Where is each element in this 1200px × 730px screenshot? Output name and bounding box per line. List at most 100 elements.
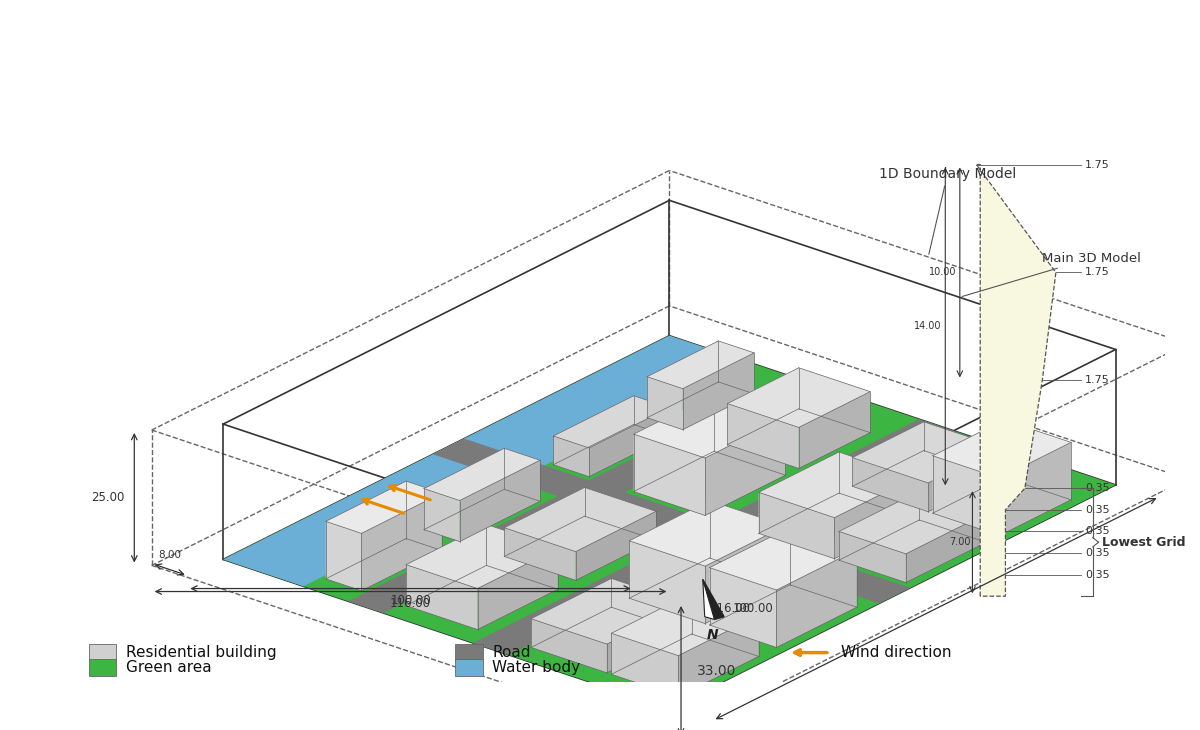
Polygon shape <box>424 448 540 501</box>
Polygon shape <box>607 604 688 673</box>
Polygon shape <box>406 565 478 629</box>
Polygon shape <box>325 521 361 591</box>
Text: 116.00: 116.00 <box>710 602 751 615</box>
Polygon shape <box>647 377 683 430</box>
Polygon shape <box>629 541 706 623</box>
Polygon shape <box>629 501 786 566</box>
Polygon shape <box>553 396 670 448</box>
Text: 1.75: 1.75 <box>1085 267 1110 277</box>
Text: 100.00: 100.00 <box>732 602 773 615</box>
Polygon shape <box>647 341 754 388</box>
Polygon shape <box>504 488 656 552</box>
Polygon shape <box>504 528 576 580</box>
Polygon shape <box>776 550 857 648</box>
Polygon shape <box>532 619 607 673</box>
Text: 1.75: 1.75 <box>1085 160 1110 169</box>
Polygon shape <box>906 514 986 583</box>
Polygon shape <box>532 578 688 644</box>
Polygon shape <box>706 526 786 623</box>
Polygon shape <box>223 336 750 586</box>
Text: 25.00: 25.00 <box>91 491 125 504</box>
Polygon shape <box>460 460 540 542</box>
Polygon shape <box>634 394 786 458</box>
Polygon shape <box>629 501 786 566</box>
Polygon shape <box>1000 442 1072 536</box>
Polygon shape <box>727 368 870 428</box>
Text: 10.00: 10.00 <box>930 267 956 277</box>
Text: 1D Boundary Model: 1D Boundary Model <box>878 166 1016 254</box>
Polygon shape <box>424 488 460 542</box>
Polygon shape <box>478 548 558 629</box>
Polygon shape <box>758 452 914 518</box>
Polygon shape <box>727 404 799 469</box>
Text: 1.75: 1.75 <box>1085 375 1110 385</box>
Polygon shape <box>929 447 1000 512</box>
Polygon shape <box>406 524 558 588</box>
Text: Water body: Water body <box>492 660 581 675</box>
Text: Lowest Grid: Lowest Grid <box>1103 536 1186 549</box>
Text: Green area: Green area <box>126 660 211 675</box>
Text: Wind direction: Wind direction <box>841 645 952 660</box>
Text: 14.00: 14.00 <box>914 321 941 331</box>
Polygon shape <box>703 580 714 620</box>
Polygon shape <box>361 493 442 591</box>
Polygon shape <box>839 491 986 554</box>
Text: Residential building: Residential building <box>126 645 276 660</box>
Polygon shape <box>709 568 776 648</box>
Bar <box>89 644 116 661</box>
Text: 0.35: 0.35 <box>1085 569 1110 580</box>
Polygon shape <box>932 420 1072 478</box>
Polygon shape <box>473 419 955 655</box>
Text: 116.00: 116.00 <box>390 597 431 610</box>
Polygon shape <box>683 353 754 430</box>
Polygon shape <box>348 377 830 613</box>
Polygon shape <box>553 396 670 448</box>
Polygon shape <box>223 336 1116 709</box>
Polygon shape <box>325 481 442 534</box>
Polygon shape <box>932 456 1000 536</box>
Polygon shape <box>433 439 911 604</box>
Text: 100.00: 100.00 <box>390 594 431 607</box>
Polygon shape <box>611 634 678 696</box>
Polygon shape <box>634 434 706 515</box>
Text: 0.35: 0.35 <box>1085 483 1110 493</box>
Polygon shape <box>406 524 558 588</box>
Polygon shape <box>758 452 914 518</box>
Polygon shape <box>709 527 857 590</box>
Polygon shape <box>706 418 786 515</box>
Polygon shape <box>758 492 834 558</box>
Polygon shape <box>647 341 754 388</box>
Text: 33.00: 33.00 <box>696 664 736 677</box>
Text: Road: Road <box>492 645 530 660</box>
Bar <box>455 644 482 661</box>
Polygon shape <box>799 391 870 469</box>
Polygon shape <box>977 164 1056 596</box>
Polygon shape <box>709 527 857 590</box>
Text: N: N <box>707 628 719 642</box>
Polygon shape <box>532 578 688 644</box>
Polygon shape <box>678 615 758 696</box>
Polygon shape <box>634 394 786 458</box>
Text: 0.35: 0.35 <box>1085 505 1110 515</box>
Text: 0.35: 0.35 <box>1085 548 1110 558</box>
Polygon shape <box>325 481 442 534</box>
Polygon shape <box>703 580 724 620</box>
Polygon shape <box>576 511 656 580</box>
Polygon shape <box>424 448 540 501</box>
Polygon shape <box>839 531 906 583</box>
Polygon shape <box>611 593 758 656</box>
Bar <box>455 659 482 676</box>
Text: 7.00: 7.00 <box>949 537 971 548</box>
Polygon shape <box>727 368 870 428</box>
Polygon shape <box>589 407 670 477</box>
Polygon shape <box>852 458 929 512</box>
Text: 0.35: 0.35 <box>1085 526 1110 537</box>
Polygon shape <box>504 488 656 552</box>
Polygon shape <box>553 436 589 477</box>
Polygon shape <box>611 593 758 656</box>
Polygon shape <box>932 420 1072 478</box>
Text: 8.00: 8.00 <box>158 550 181 560</box>
Text: Main 3D Model: Main 3D Model <box>962 252 1141 296</box>
Polygon shape <box>839 491 986 554</box>
Bar <box>89 659 116 676</box>
